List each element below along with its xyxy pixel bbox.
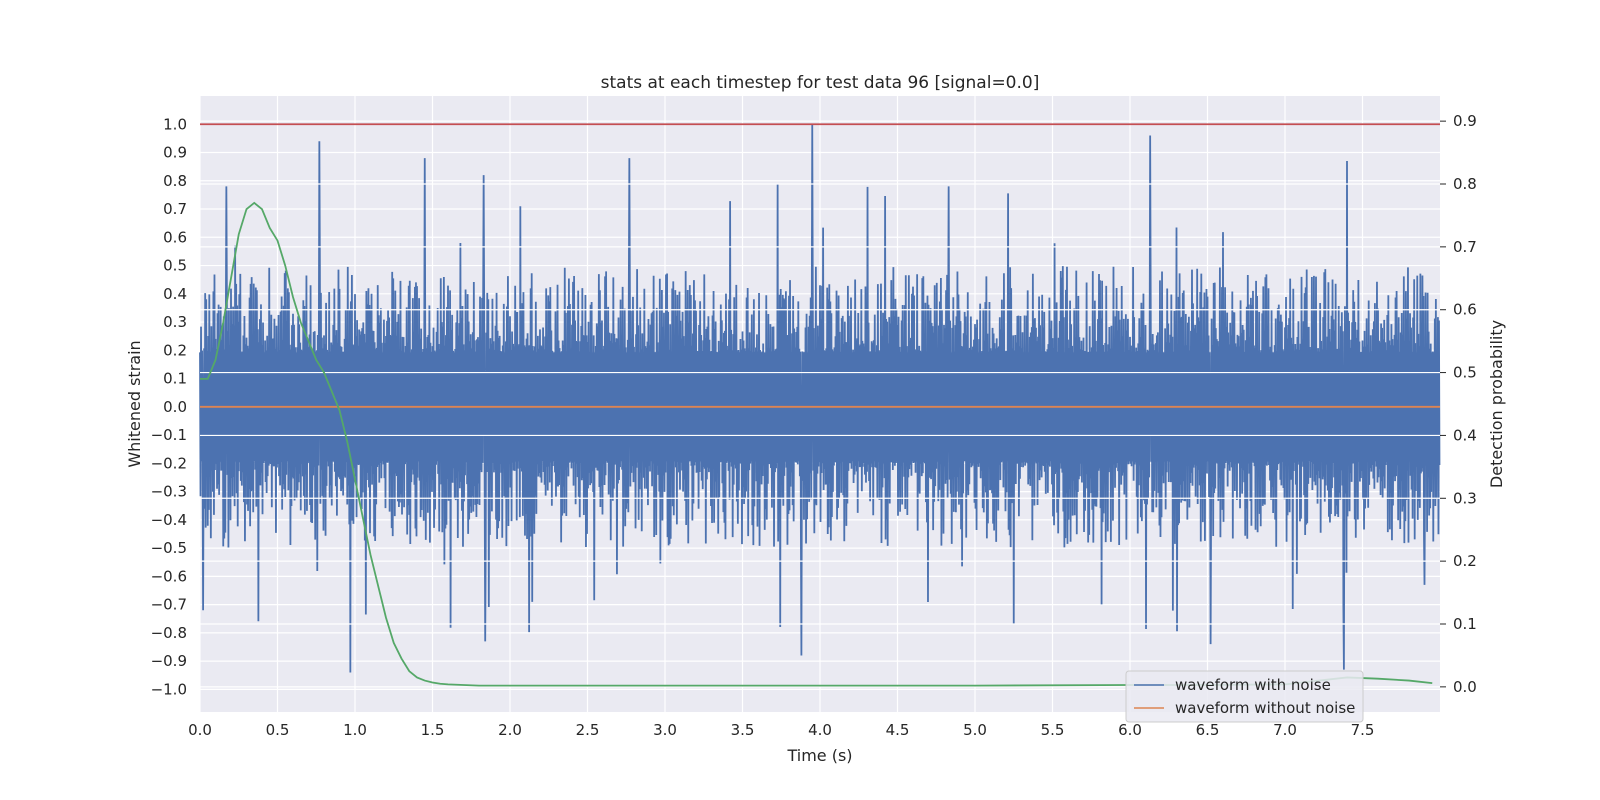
y-tick-label: 1.0 (163, 115, 187, 133)
y-tick-label: −0.2 (151, 454, 187, 472)
legend-box (1125, 670, 1364, 723)
y-tick-label: 0.3 (163, 313, 187, 331)
x-tick-label: 6.0 (1118, 721, 1142, 739)
x-tick-label: 1.0 (343, 721, 367, 739)
waveform-with-noise-line (199, 124, 1441, 673)
legend: waveform with noise waveform without noi… (1125, 670, 1364, 723)
x-tick-label: 2.0 (498, 721, 522, 739)
y-tick-label: 0.8 (163, 172, 187, 190)
y2-axis-ticks: 0.9 0.8 0.7 0.6 0.5 0.4 0.3 0.2 0.1 0.0 (1440, 112, 1477, 696)
x-tick-label: 2.5 (576, 721, 600, 739)
y-tick-label: −0.1 (151, 426, 187, 444)
x-tick-label: 6.5 (1196, 721, 1220, 739)
y2-gridlines (200, 120, 1440, 688)
series-detection-probability (200, 201, 1433, 687)
x-tick-label: 0.5 (266, 721, 290, 739)
y-tick-label: 0.7 (163, 200, 187, 218)
y2-tick-label: 0.9 (1453, 112, 1477, 130)
y2-tick-label: 0.7 (1453, 238, 1477, 256)
y2-tick-label: 0.3 (1453, 489, 1477, 507)
y2-tick-label: 0.4 (1453, 426, 1477, 444)
y-tick-label: 0.5 (163, 257, 187, 275)
y2-tick-label: 0.8 (1453, 175, 1477, 193)
y-axis-label: Whitened strain (125, 340, 144, 467)
y2-tick-label: 0.0 (1453, 678, 1477, 696)
x-tick-label: 7.0 (1273, 721, 1297, 739)
y-tick-label: −0.9 (151, 652, 187, 670)
y-tick-label: −0.7 (151, 596, 187, 614)
y-tick-label: −0.3 (151, 483, 187, 501)
x-tick-label: 5.5 (1041, 721, 1065, 739)
y-tick-label: −0.4 (151, 511, 187, 529)
x-tick-label: 0.0 (188, 721, 212, 739)
y-axis-ticks: 1.0 0.9 0.8 0.7 0.6 0.5 0.4 0.3 0.2 0.1 0.0 −0.1 −0.… (151, 115, 187, 698)
x-axis-label: Time (s) (786, 746, 852, 765)
y2-tick-label: 0.6 (1453, 301, 1477, 319)
y-tick-label: −1.0 (151, 680, 187, 698)
x-tick-label: 1.5 (421, 721, 445, 739)
x-tick-label: 3.5 (731, 721, 755, 739)
y2-axis-label: Detection probability (1487, 320, 1506, 488)
y-tick-label: 0.4 (163, 285, 187, 303)
legend-label-waveform-without-noise: waveform without noise (1175, 699, 1355, 717)
x-tick-label: 7.5 (1351, 721, 1375, 739)
x-tick-label: 4.5 (886, 721, 910, 739)
x-tick-label: 4.0 (808, 721, 832, 739)
y-tick-label: 0.1 (163, 370, 187, 388)
y2-tick-label: 0.2 (1453, 552, 1477, 570)
y-tick-label: 0.9 (163, 144, 187, 162)
y-tick-label: −0.8 (151, 624, 187, 642)
y-tick-label: 0.0 (163, 398, 187, 416)
series-waveform-with-noise (199, 124, 1441, 673)
x-axis-ticks: 0.0 0.5 1.0 1.5 2.0 2.5 3.0 3.5 4.0 4.5 5.0 5.5 6.0 6… (188, 721, 1374, 739)
y-tick-label: 0.2 (163, 341, 187, 359)
legend-label-waveform-with-noise: waveform with noise (1175, 676, 1331, 694)
chart-title: stats at each timestep for test data 96 … (601, 73, 1040, 93)
y-tick-label: −0.6 (151, 567, 187, 585)
x-tick-label: 3.0 (653, 721, 677, 739)
detection-probability-line (200, 201, 1433, 687)
y2-tick-label: 0.1 (1453, 615, 1477, 633)
y2-tick-label: 0.5 (1453, 364, 1477, 382)
y-tick-label: −0.5 (151, 539, 187, 557)
x-tick-label: 5.0 (963, 721, 987, 739)
y-tick-label: 0.6 (163, 228, 187, 246)
